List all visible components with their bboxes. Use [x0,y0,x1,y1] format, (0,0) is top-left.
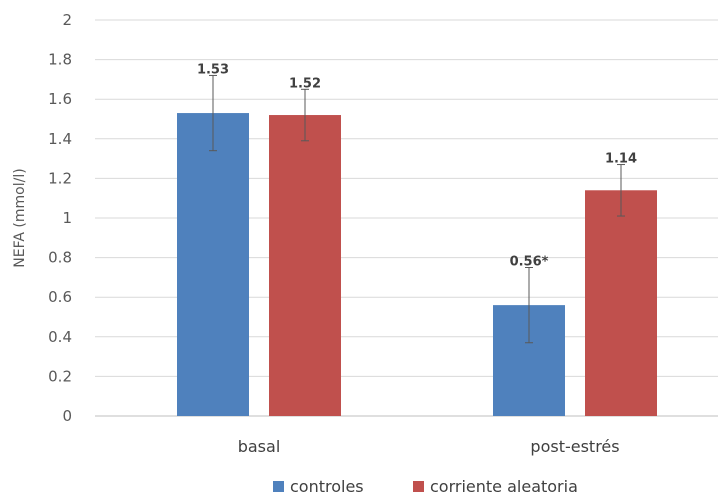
bars [177,113,657,416]
y-tick-labels: 0 0.2 0.4 0.6 0.8 1 1.2 1.4 1.6 1.8 2 [48,11,72,425]
y-tick-label: 1.4 [48,130,72,148]
bar [177,113,249,416]
y-tick-label: 1.8 [48,51,72,69]
y-tick-label: 1 [62,209,72,227]
y-tick-label: 1.6 [48,90,72,108]
legend-swatch [273,481,284,492]
data-label: 1.53 [197,62,229,77]
legend-swatch [413,481,424,492]
category-label: basal [238,437,281,456]
y-tick-label: 1.2 [48,169,72,187]
legend-label: corriente aleatoria [430,477,578,496]
y-tick-label: 0.6 [48,288,72,306]
error-bars [209,74,625,344]
data-label: 1.14 [605,152,637,167]
data-label: 0.56* [510,255,549,270]
y-tick-label: 0.2 [48,367,72,385]
y-tick-label: 0 [62,407,72,425]
bar [585,190,657,416]
y-tick-label: 0.8 [48,249,72,267]
data-labels: 1.53 1.52 0.56* 1.14 [197,62,637,269]
y-tick-label: 2 [62,11,72,29]
category-labels: basal post-estrés [238,437,620,456]
y-tick-label: 0.4 [48,328,72,346]
y-axis-title: NEFA (mmol/l) [12,168,28,267]
legend: controles corriente aleatoria [273,477,578,496]
legend-label: controles [290,477,364,496]
bar [269,115,341,416]
data-label: 1.52 [289,76,321,91]
category-label: post-estrés [530,437,619,456]
